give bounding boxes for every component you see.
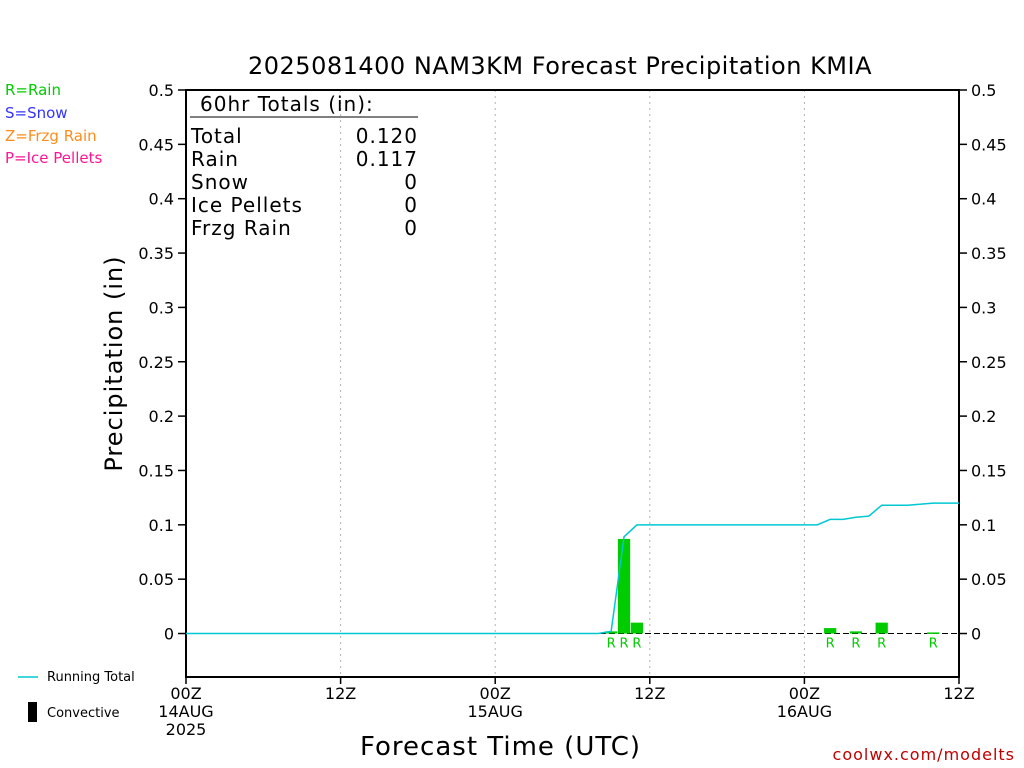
legend-convective-swatch [28,702,37,722]
x-tick-label: 14AUG [158,702,213,721]
y-tick-label-left: 0.4 [149,190,174,209]
precip-type-label: R [826,637,835,652]
x-axis-title: Forecast Time (UTC) [360,732,642,762]
y-tick-label-right: 0.45 [971,135,1007,154]
x-tick-label: 16AUG [777,702,832,721]
totals-row-label: Ice Pellets [191,193,303,217]
precip-type-label: R [632,637,641,652]
y-tick-label-left: 0.25 [138,353,174,372]
running-total-line [186,502,959,635]
y-tick-label-right: 0.4 [971,190,996,209]
x-tick-label: 12Z [943,684,974,703]
totals-row-value: 0.117 [356,147,418,171]
precip-type-label: R [877,637,886,652]
precip-type-label: R [929,637,938,652]
x-tick-label: 00Z [170,684,201,703]
y-tick-label-left: 0.5 [149,81,174,100]
x-tick-label: 12Z [325,684,356,703]
precip-bar [849,631,863,634]
y-tick-label-right: 0.3 [971,298,996,317]
precip-type-label: R [620,637,629,652]
totals-row-label: Total [190,124,243,148]
legend-frzg-rain: Z=Frzg Rain [5,127,97,145]
legend-rain: R=Rain [5,81,61,99]
y-tick-label-right: 0.5 [971,81,996,100]
y-tick-label-right: 0.35 [971,244,1007,263]
chart-title: 2025081400 NAM3KM Forecast Precipitation… [248,52,873,80]
y-tick-label-left: 0 [164,625,174,644]
legend-running-total-label: Running Total [47,670,135,685]
y-tick-label-right: 0.15 [971,461,1007,480]
plot-frame [185,89,960,678]
totals-row-value: 0 [404,170,418,194]
y-tick-label-left: 0.1 [149,516,174,535]
y-tick-label-left: 0.15 [138,461,174,480]
precip-bar [605,631,618,634]
y-tick-label-left: 0.45 [138,135,174,154]
y-tick-label-left: 0.2 [149,407,174,426]
x-tick-label: 12Z [634,684,665,703]
y-tick-label-right: 0.1 [971,516,996,535]
totals-heading: 60hr Totals (in): [200,92,374,116]
totals-row-value: 0.120 [356,124,418,148]
y-tick-label-right: 0.05 [971,570,1007,589]
y-tick-label-right: 0 [971,625,981,644]
precip-bar [630,622,644,634]
y-tick-label-right: 0.25 [971,353,1007,372]
totals-row-value: 0 [404,193,418,217]
precip-bar [824,628,837,634]
y-tick-label-left: 0.3 [149,298,174,317]
totals-row-label: Rain [191,147,239,171]
legend-snow: S=Snow [5,104,68,122]
precip-type-label: R [607,637,616,652]
totals-row-label: Frzg Rain [191,216,292,240]
y-axis-title: Precipitation (in) [100,255,128,471]
precip-bar [927,632,940,634]
y-tick-label-left: 0.35 [138,244,174,263]
x-tick-label: 00Z [480,684,511,703]
precip-bar [617,538,631,634]
x-tick-label: 2025 [166,720,207,739]
y-tick-label-left: 0.05 [138,570,174,589]
totals-row-label: Snow [191,170,249,194]
totals-row-value: 0 [404,216,418,240]
x-tick-label: 15AUG [467,702,522,721]
y-tick-label-right: 0.2 [971,407,996,426]
legend-ice-pellets: P=Ice Pellets [5,149,103,167]
source-credit: coolwx.com/modelts [832,745,1015,764]
precip-type-label: R [851,637,860,652]
legend-convective-label: Convective [47,706,120,721]
precip-bar [875,622,888,634]
x-tick-label: 00Z [789,684,820,703]
